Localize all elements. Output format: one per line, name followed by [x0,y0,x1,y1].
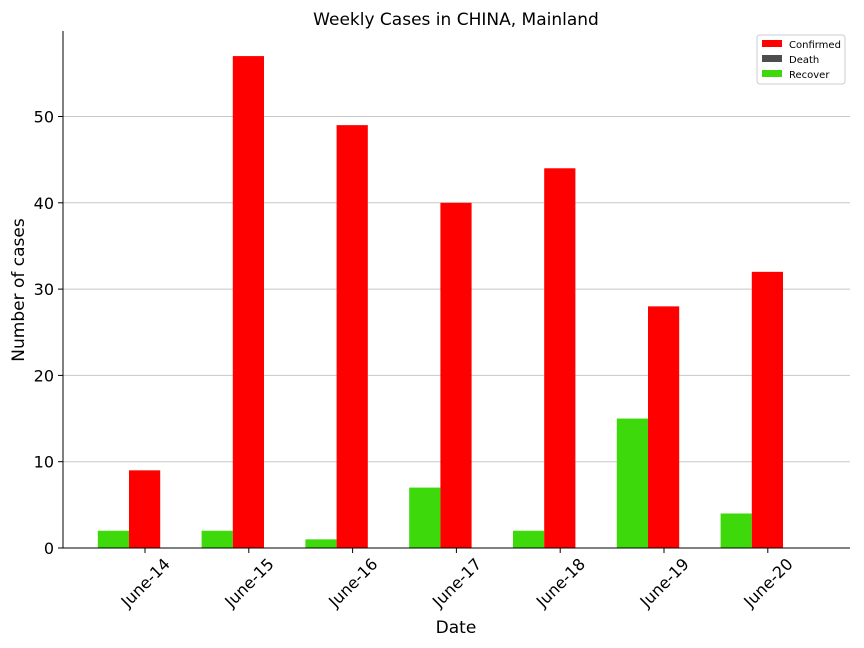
bar-recover [513,530,545,548]
legend: Confirmed Death Recover [756,34,846,85]
bar-recover [201,530,233,548]
legend-label-recover: Recover [789,70,830,81]
legend-swatch-recover [762,70,782,77]
y-ticks: 0 10 20 30 40 50 [34,108,63,558]
bar-recover [305,539,337,548]
legend-swatch-death [762,55,782,62]
bar-recover [409,487,441,548]
bar-recover [720,513,752,548]
legend-swatch-confirmed [762,40,782,47]
x-ticks: June-14 June-15 June-16 June-17 June-18 June-… [117,548,797,612]
bar-confirmed [129,470,161,548]
bar-confirmed [440,202,472,549]
bars [97,56,783,549]
x-tick-label: June-18 [532,554,589,611]
legend-label-death: Death [789,55,819,66]
x-tick-label: June-20 [739,554,796,611]
y-tick-label: 40 [34,194,54,213]
x-axis-title: Date [436,618,477,638]
bar-recover [616,418,648,548]
bar-recover [97,530,129,548]
chart-title: Weekly Cases in CHINA, Mainland [313,10,599,30]
bar-confirmed [336,125,368,548]
y-tick-label: 30 [34,280,54,299]
x-tick-label: June-15 [220,554,277,611]
x-tick-label: June-16 [324,554,381,611]
y-tick-label: 0 [44,539,54,558]
bar-confirmed [751,271,783,548]
y-tick-label: 20 [34,366,54,385]
bar-confirmed [648,306,680,548]
bar-confirmed [544,168,576,548]
y-tick-label: 50 [34,108,54,127]
bar-confirmed [232,56,264,549]
y-tick-label: 10 [34,453,54,472]
legend-label-confirmed: Confirmed [789,40,841,51]
x-tick-label: June-14 [117,554,174,611]
y-axis-title: Number of cases [9,218,29,362]
x-tick-label: June-17 [428,554,485,611]
x-tick-label: June-19 [636,554,693,611]
